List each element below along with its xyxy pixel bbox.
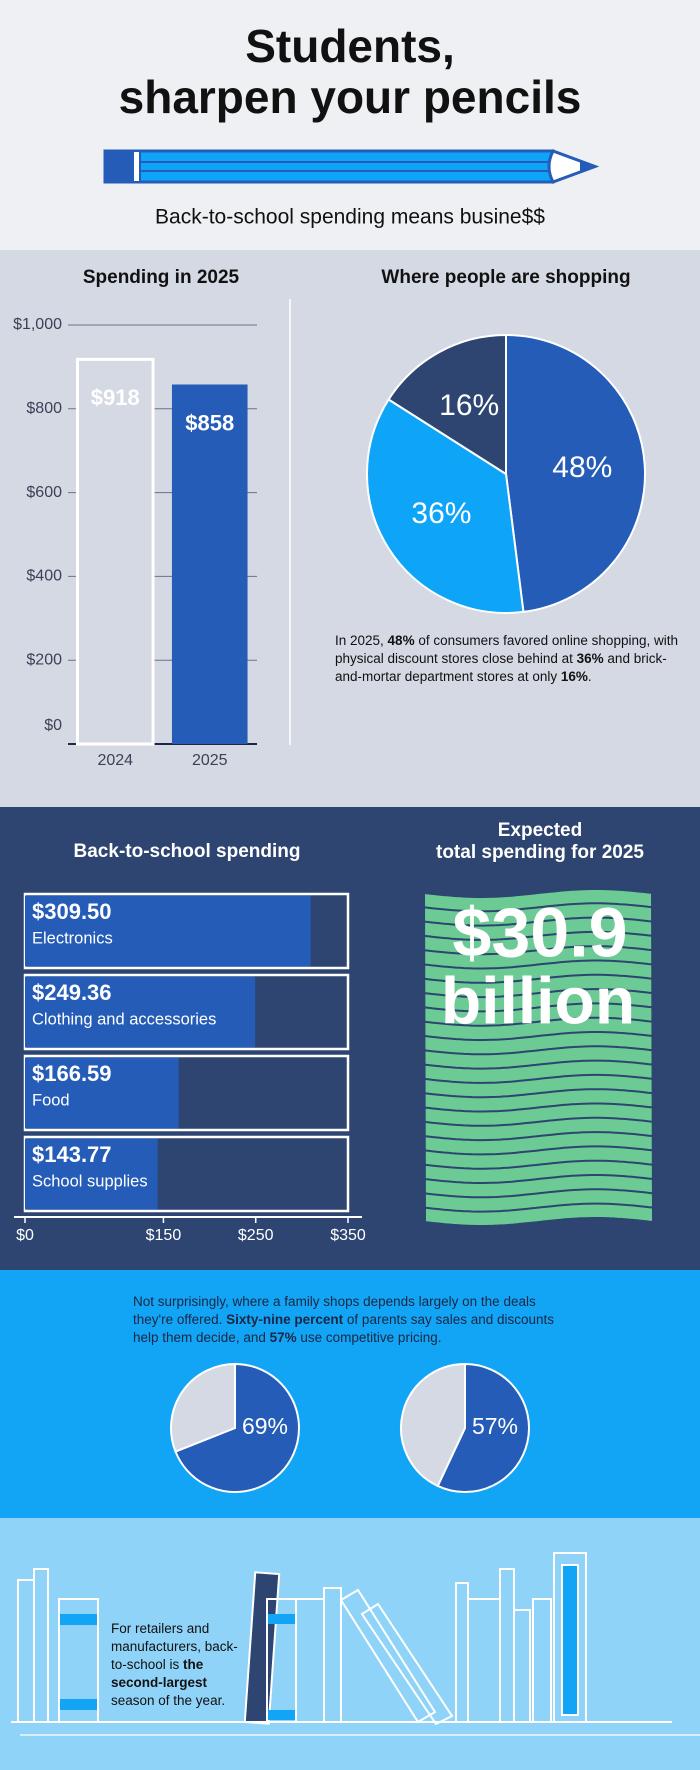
text-run: season of the year. [111, 1693, 226, 1708]
money-line [423, 945, 653, 956]
money-line [423, 902, 653, 913]
pie-remainder [400, 1362, 466, 1488]
text-run: Not surprisingly, where a family shops d… [133, 1294, 536, 1327]
text-run: 48% [387, 633, 415, 648]
text-run: 16% [560, 669, 588, 684]
x-tick-label: $150 [146, 1227, 182, 1244]
text-run: . [587, 669, 592, 684]
text-run: and brick-and-mortar department stores a… [335, 651, 667, 684]
money-line [423, 1102, 653, 1113]
text-run: 36% [576, 651, 604, 666]
text-run: use competitive pricing. [296, 1330, 442, 1345]
value-label: $249.36 [32, 980, 112, 1005]
chart-title: Back-to-school spending [74, 841, 301, 862]
title: Students, [245, 20, 455, 72]
money-line [423, 988, 653, 999]
pie-remainder [170, 1362, 236, 1453]
text-run: 57% [269, 1330, 297, 1345]
pie-note: In 2025, 48% of consumers favored online… [335, 632, 680, 686]
total-value: billion [441, 963, 635, 1037]
money-line [423, 1159, 653, 1170]
footer-note: For retailers and manufacturers, back-to… [111, 1620, 246, 1710]
text-run: of consumers favored online shopping, wi… [335, 633, 678, 666]
pie-slice [174, 1362, 300, 1493]
x-tick-label: 2024 [97, 752, 133, 769]
bar [171, 384, 248, 744]
y-tick-label: $600 [26, 484, 62, 501]
bar [25, 895, 311, 967]
x-tick-label: $0 [16, 1227, 34, 1244]
money-line [423, 1131, 653, 1142]
money-line [423, 1202, 653, 1213]
money-line [423, 1174, 653, 1184]
money-line [423, 959, 653, 970]
bar [25, 1057, 179, 1129]
pie-label: 69% [242, 1413, 288, 1439]
bar [75, 357, 155, 746]
x-tick-label: $350 [330, 1227, 366, 1244]
money-line [423, 1073, 653, 1084]
section-bg [0, 1270, 700, 1518]
value-label: $918 [91, 385, 140, 410]
pencil [103, 149, 600, 184]
category-label: Electronics [32, 929, 113, 947]
money-bill [422, 888, 655, 1227]
pie-slice [387, 333, 507, 476]
money-line [423, 1188, 653, 1199]
text-run: In 2025, [335, 633, 388, 648]
pie-slice [366, 398, 525, 614]
pie-label: 36% [411, 497, 471, 530]
money-line [423, 1045, 653, 1056]
total-value: $30.9 [452, 893, 627, 971]
value-label: $166.59 [32, 1061, 112, 1086]
section-bg [0, 1518, 700, 1770]
header-bg [0, 0, 700, 250]
pie-label: 48% [552, 451, 612, 484]
money-graphic [422, 888, 655, 1227]
total-title: total spending for 2025 [436, 842, 644, 863]
value-label: $309.50 [32, 899, 112, 924]
pie-slice [436, 1362, 530, 1493]
title: sharpen your pencils [119, 71, 582, 123]
text-run: For retailers and manufacturers, back-to… [111, 1621, 238, 1672]
deals-note: Not surprisingly, where a family shops d… [133, 1293, 563, 1347]
text-run: Sixty-nine percent [226, 1312, 344, 1327]
text-run: the second-largest [111, 1657, 208, 1690]
money-line [423, 930, 653, 941]
category-label: Food [32, 1091, 70, 1109]
pie-label: 16% [439, 389, 499, 422]
total-title: Expected [498, 820, 582, 841]
chart-title: Where people are shopping [381, 267, 630, 288]
y-tick-label: $400 [26, 568, 62, 585]
money-line [423, 1031, 653, 1041]
y-tick-label: $1,000 [13, 316, 62, 333]
money-line [423, 1016, 653, 1027]
y-tick-label: $200 [26, 651, 62, 668]
value-label: $858 [185, 410, 234, 435]
y-tick-label: $800 [26, 400, 62, 417]
money-line [423, 1145, 653, 1156]
bar [25, 976, 256, 1048]
money-line [423, 1088, 653, 1099]
money-line [423, 973, 653, 984]
money-line [423, 1116, 653, 1127]
bar [25, 1138, 158, 1210]
y-tick-label: $0 [44, 717, 62, 734]
subtitle: Back-to-school spending means busine$$ [155, 206, 545, 229]
money-line [423, 1002, 653, 1013]
money-line [423, 916, 653, 927]
x-tick-label: 2025 [192, 752, 228, 769]
value-label: $143.77 [32, 1142, 112, 1167]
money-line [423, 1059, 653, 1070]
pie-label: 57% [472, 1413, 518, 1439]
text-run: of parents say sales and discounts help … [133, 1312, 555, 1345]
category-label: Clothing and accessories [32, 1010, 216, 1028]
x-tick-label: $250 [238, 1227, 274, 1244]
chart-title: Spending in 2025 [83, 267, 240, 288]
books [11, 1552, 700, 1736]
pie-slice [505, 333, 646, 614]
category-label: School supplies [32, 1172, 148, 1190]
